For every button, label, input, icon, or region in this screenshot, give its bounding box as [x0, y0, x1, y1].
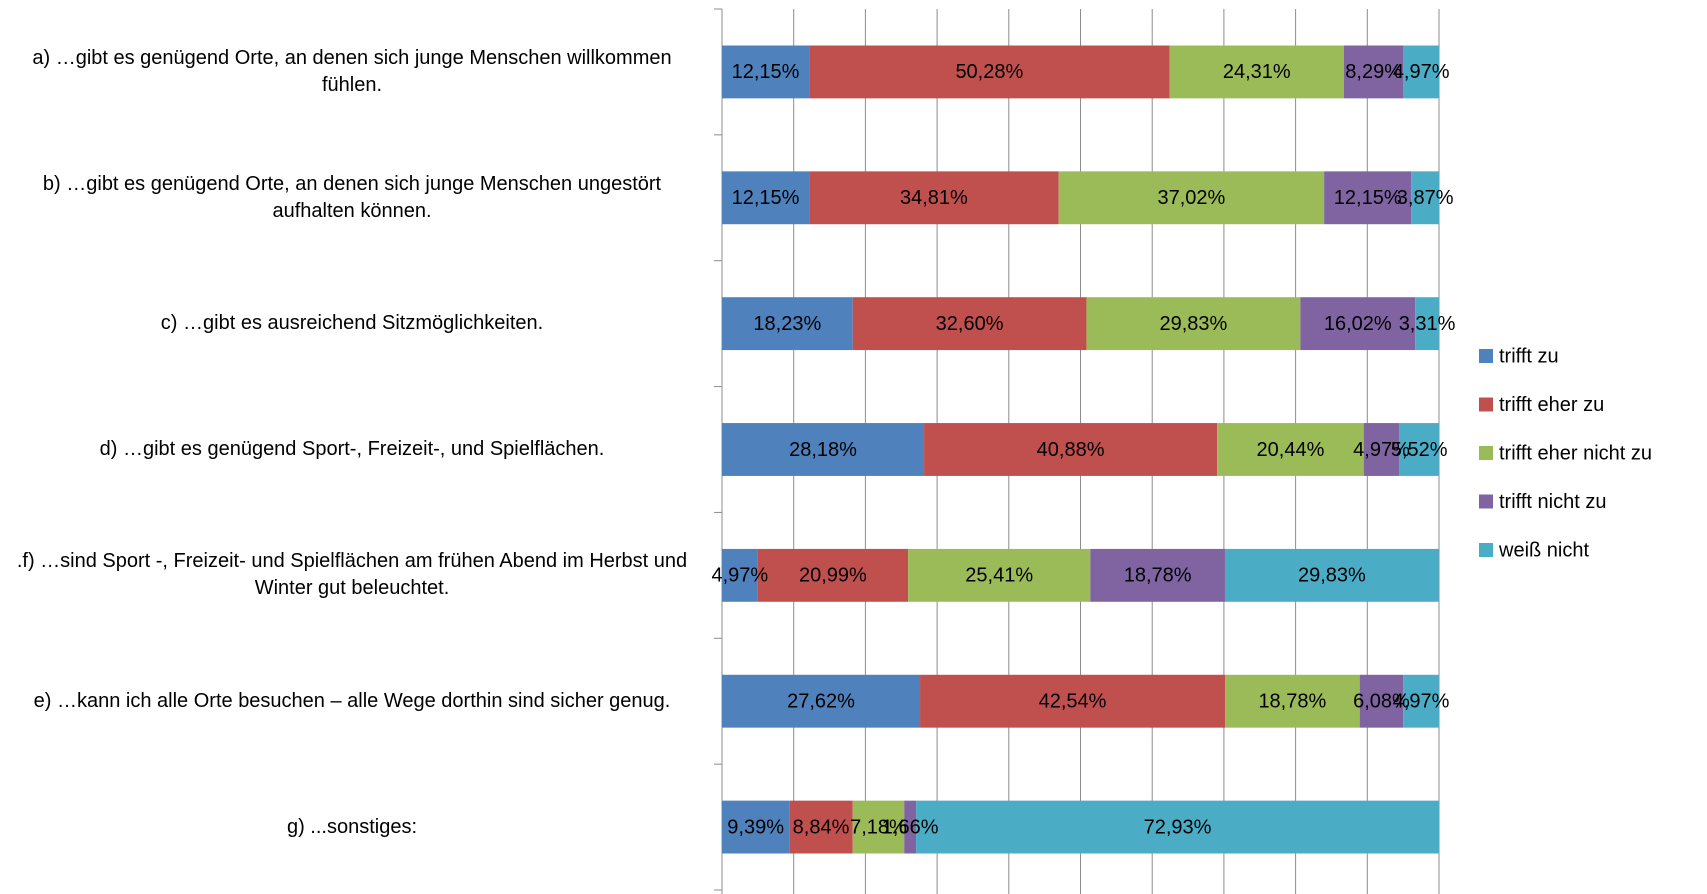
bar-segment	[1415, 297, 1439, 351]
bar-segment	[809, 171, 1059, 225]
data-label: 5,52%	[1391, 439, 1448, 461]
data-label: 12,15%	[732, 187, 800, 209]
data-label: 42,54%	[1039, 690, 1107, 712]
legend-swatch	[1479, 446, 1493, 460]
legend-swatch	[1479, 349, 1493, 363]
data-label: 24,31%	[1223, 61, 1291, 83]
data-label: 8,84%	[793, 816, 850, 838]
bar-segment	[722, 674, 921, 728]
bar-segment	[1058, 171, 1325, 225]
data-label: 6,08%	[1353, 690, 1410, 712]
data-label: 4,97%	[711, 565, 768, 587]
bar-segment	[852, 800, 905, 854]
category-label: b) …gibt es genügend Orte, an denen sich…	[42, 172, 662, 222]
data-label: 20,99%	[799, 565, 867, 587]
bar-segment	[1217, 423, 1364, 476]
bar-segment	[722, 297, 853, 351]
data-label: 4,97%	[1393, 690, 1450, 712]
bar-segment	[924, 423, 1218, 476]
bar-segment	[809, 45, 1170, 99]
bar-segment	[908, 548, 1091, 602]
data-label: 37,02%	[1157, 187, 1225, 209]
category-label: d) …gibt es genügend Sport-, Freizeit-, …	[99, 437, 605, 460]
data-label: 40,88%	[1037, 439, 1105, 461]
data-label: 29,83%	[1298, 565, 1366, 587]
bar-segment	[1363, 423, 1400, 476]
data-label: 4,97%	[1393, 61, 1450, 83]
data-label: 1,66%	[882, 816, 939, 838]
data-label: 16,02%	[1324, 313, 1392, 335]
data-label: 9,39%	[727, 816, 784, 838]
data-label: 50,28%	[955, 61, 1023, 83]
bar-segment	[1399, 423, 1439, 476]
bar-segment	[1225, 674, 1360, 728]
data-label: 3,87%	[1397, 187, 1454, 209]
data-label: 4,97%	[1353, 439, 1410, 461]
bar-segment	[852, 297, 1087, 351]
data-label: 18,23%	[753, 313, 821, 335]
bar-segment	[1324, 171, 1412, 225]
data-label: 3,31%	[1399, 313, 1456, 335]
data-label: 7,18%	[850, 816, 907, 838]
category-label: e) …kann ich alle Orte besuchen – alle W…	[33, 689, 671, 712]
bar-segment	[722, 45, 810, 99]
bar-segment	[1343, 45, 1404, 99]
data-label: 28,18%	[789, 439, 857, 461]
legend-swatch	[1479, 494, 1493, 509]
data-label: 18,78%	[1124, 565, 1192, 587]
data-label: 18,78%	[1258, 690, 1326, 712]
bar-segment	[722, 423, 925, 476]
legend-label: trifft eher zu	[1499, 394, 1604, 416]
bar-segment	[722, 171, 810, 225]
data-label: 29,83%	[1159, 313, 1227, 335]
legend-label: weiß nicht	[1498, 539, 1589, 561]
legend-swatch	[1479, 543, 1493, 557]
data-label: 72,93%	[1144, 816, 1212, 838]
data-label: 32,60%	[936, 313, 1004, 335]
bar-segment	[1086, 297, 1301, 351]
legend-label: trifft zu	[1499, 345, 1559, 367]
bar-segment	[789, 800, 853, 854]
legend-swatch	[1479, 397, 1493, 412]
data-label: 12,15%	[1334, 187, 1402, 209]
data-label: 12,15%	[732, 61, 800, 83]
bar-segment	[1090, 548, 1225, 602]
data-label: 25,41%	[965, 565, 1033, 587]
bar-segment	[916, 800, 1439, 854]
bar-segment	[1403, 674, 1439, 728]
category-label: a) …gibt es genügend Orte, an denen sich…	[32, 46, 672, 96]
category-label: .f) …sind Sport -, Freizeit- und Spielfl…	[16, 550, 688, 600]
data-label: 27,62%	[787, 690, 855, 712]
bar-segment	[757, 548, 909, 602]
bar-segment	[722, 800, 790, 854]
category-label: g) ...sonstiges:	[286, 815, 418, 838]
data-label: 20,44%	[1257, 439, 1325, 461]
data-label: 8,29%	[1345, 61, 1402, 83]
legend-label: trifft eher nicht zu	[1499, 442, 1652, 464]
bar-segment	[920, 674, 1226, 728]
bar-segment	[722, 548, 758, 602]
bar-segment	[1169, 45, 1344, 99]
bar-segment	[1224, 548, 1439, 602]
category-label: c) …gibt es ausreichend Sitzmöglichkeite…	[160, 312, 544, 335]
bar-segment	[1403, 45, 1439, 99]
bar-segment	[1359, 674, 1404, 728]
data-label: 34,81%	[900, 187, 968, 209]
legend-label: trifft nicht zu	[1499, 491, 1606, 513]
bar-segment	[1411, 171, 1439, 225]
bar-segment	[1300, 297, 1416, 351]
bar-segment	[904, 800, 917, 854]
